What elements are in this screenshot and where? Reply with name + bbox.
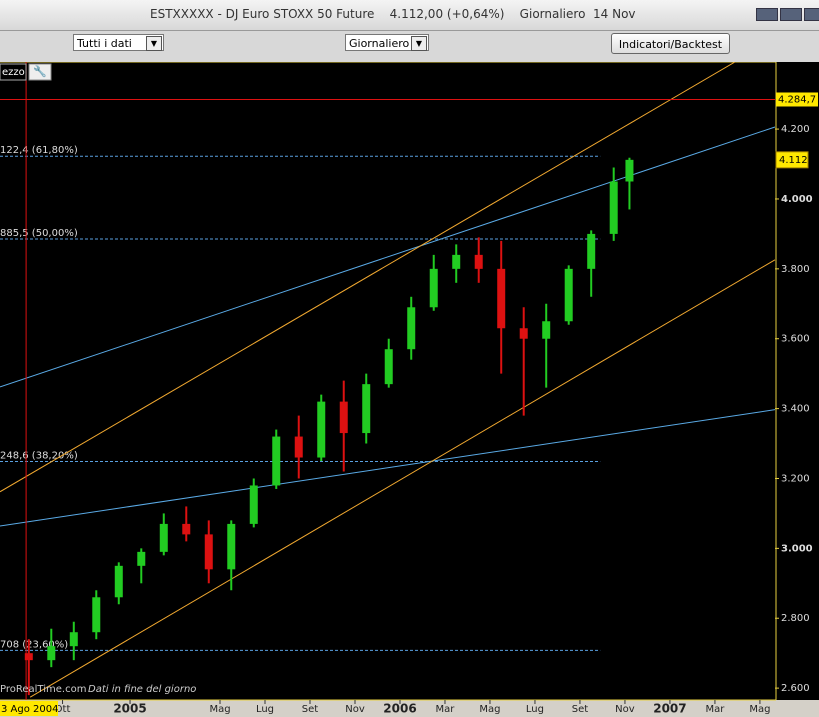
candle-body bbox=[227, 523, 236, 570]
chart: 122,4 (61,80%) 885,5 (50,00%) 248,6 (38,20… bbox=[0, 62, 819, 717]
period-value: Giornaliero bbox=[349, 37, 410, 50]
candle-body bbox=[204, 534, 213, 570]
dropdown-arrow: ▼ bbox=[146, 36, 162, 51]
last-price-box bbox=[775, 151, 809, 169]
x-tick-label: Mar bbox=[436, 704, 456, 715]
candle-body bbox=[452, 254, 461, 269]
candle-body bbox=[407, 307, 416, 350]
tab[interactable] bbox=[0, 63, 27, 81]
y-tick-label: 4.000 bbox=[781, 194, 813, 205]
cursor-label: 3 Ago 2004 bbox=[1, 704, 58, 715]
y-tick-label: 3.200 bbox=[781, 473, 810, 484]
wrench-icon: 🔧 bbox=[33, 64, 47, 78]
maximize-button[interactable] bbox=[780, 8, 802, 21]
indicators-button[interactable]: Indicatori/Backtest bbox=[611, 33, 730, 54]
candle-body bbox=[625, 159, 634, 182]
y-tick-label: 2.800 bbox=[781, 613, 810, 624]
candle-body bbox=[519, 328, 528, 339]
close-button[interactable] bbox=[804, 8, 819, 21]
title-bar: ESTXXXXX - DJ Euro STOXX 50 Future 4.112… bbox=[0, 0, 819, 31]
candle-body bbox=[47, 646, 56, 661]
candle-body bbox=[542, 321, 551, 339]
window-title: ESTXXXXX - DJ Euro STOXX 50 Future 4.112… bbox=[150, 7, 636, 21]
candle-body bbox=[317, 401, 326, 458]
candle-body bbox=[272, 436, 281, 486]
fib-label: 248,6 (38,20%) bbox=[0, 451, 78, 462]
plot-background bbox=[0, 62, 819, 700]
y-tick-label: 2.600 bbox=[781, 683, 810, 694]
footer-brand: ProRealTime.com bbox=[0, 684, 86, 695]
range-select[interactable]: Tutti i dati ▼ bbox=[73, 34, 164, 51]
candle-body bbox=[429, 268, 438, 308]
candle-body bbox=[294, 436, 303, 458]
candle-body bbox=[497, 268, 506, 329]
plot: 122,4 (61,80%) 885,5 (50,00%) 248,6 (38,20… bbox=[0, 62, 776, 700]
x-tick-label: Mar bbox=[705, 704, 725, 715]
x-axis-background bbox=[0, 700, 819, 717]
x-tick-label: 2007 bbox=[653, 702, 686, 716]
range-value: Tutti i dati bbox=[77, 37, 132, 50]
candle-body bbox=[609, 181, 618, 234]
candle-body bbox=[182, 523, 191, 535]
y-tick-label: 3.000 bbox=[781, 543, 813, 554]
x-tick-label: Mag bbox=[479, 704, 500, 715]
candle-body bbox=[474, 254, 483, 269]
candle-body bbox=[92, 597, 101, 633]
x-tick-label: 2006 bbox=[383, 702, 416, 716]
candle-body bbox=[249, 485, 258, 524]
trendline bbox=[0, 62, 736, 493]
x-tick-label: Ott bbox=[55, 704, 71, 715]
y-tick-label: 3.400 bbox=[781, 404, 810, 415]
x-tick-label: Mag bbox=[749, 704, 770, 715]
cursor-label-box bbox=[0, 701, 58, 716]
candle-body bbox=[159, 523, 168, 552]
candle-body bbox=[362, 384, 371, 434]
x-tick-label: Mag bbox=[209, 704, 230, 715]
candle-body bbox=[137, 551, 146, 566]
x-tick-label: Lug bbox=[526, 704, 544, 715]
trendline bbox=[0, 409, 776, 527]
alert-label: 4.284,7 bbox=[778, 94, 816, 105]
x-tick-label: Nov bbox=[615, 704, 635, 715]
alert-label-box bbox=[776, 92, 818, 107]
trendline bbox=[29, 259, 776, 698]
trendline bbox=[0, 126, 776, 388]
period-select[interactable]: Giornaliero ▼ bbox=[345, 34, 429, 51]
candle-body bbox=[339, 401, 348, 434]
dropdown-arrow: ▼ bbox=[411, 36, 427, 51]
tool-icon[interactable] bbox=[28, 63, 52, 81]
y-tick-label: 3.600 bbox=[781, 334, 810, 345]
x-tick-label: Set bbox=[302, 704, 319, 715]
minimize-button[interactable] bbox=[756, 8, 778, 21]
candle-body bbox=[384, 349, 393, 385]
candle-body bbox=[69, 632, 78, 647]
footer-note: Dati in fine del giorno bbox=[88, 684, 196, 695]
candle-body bbox=[24, 653, 33, 661]
toolbar: Tutti i dati ▼ Giornaliero ▼ Indicatori/Ba… bbox=[0, 31, 819, 62]
x-tick-label: 2005 bbox=[113, 702, 146, 716]
candle-body bbox=[114, 565, 123, 598]
tab-label: ezzo bbox=[2, 67, 25, 78]
x-tick-label: Set bbox=[572, 704, 589, 715]
fib-label: 885,5 (50,00%) bbox=[0, 228, 78, 239]
fib-label: 708 (23,60%) bbox=[0, 639, 68, 650]
x-tick-label: Lug bbox=[256, 704, 274, 715]
x-tick-label: Nov bbox=[345, 704, 365, 715]
candle-body bbox=[564, 268, 573, 322]
y-tick-label: 4.200 bbox=[781, 124, 810, 135]
y-tick-label: 3.800 bbox=[781, 264, 810, 275]
candle-body bbox=[587, 233, 596, 269]
last-price-label: 4.112 bbox=[779, 155, 808, 166]
fib-label: 122,4 (61,80%) bbox=[0, 145, 78, 156]
